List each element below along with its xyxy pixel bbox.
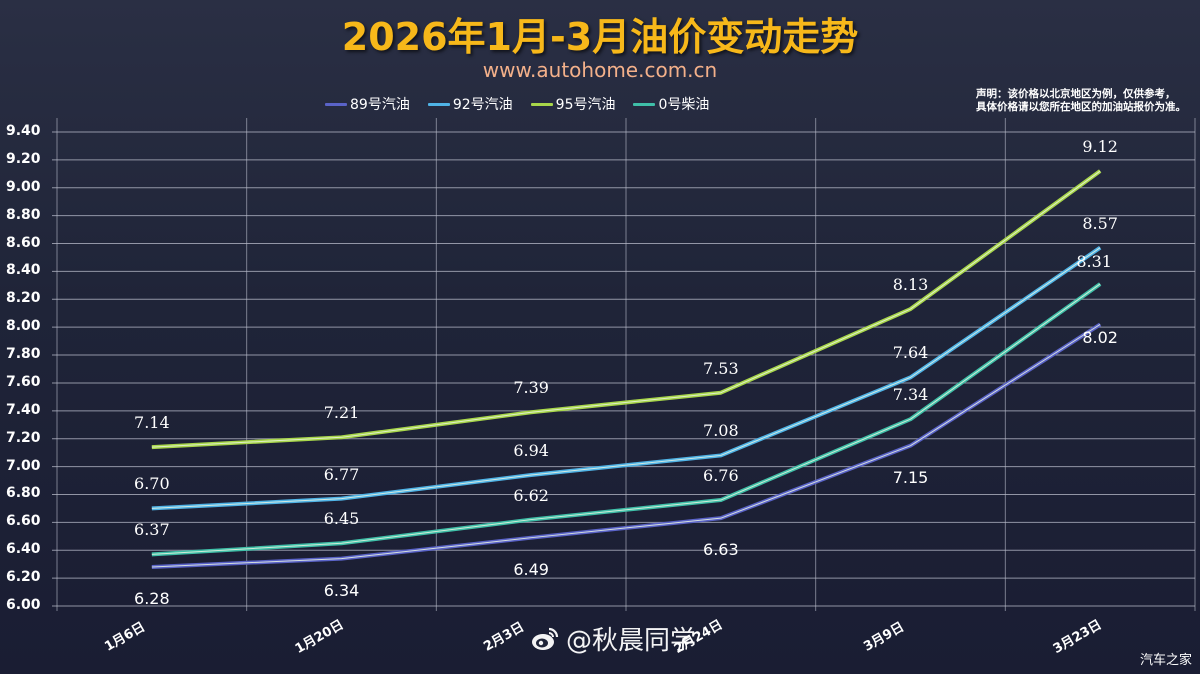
legend-label-92: 92号汽油 (452, 97, 513, 113)
legend-label-95: 95号汽油 (555, 97, 616, 113)
y-tick-label: 9.40 (6, 123, 41, 139)
y-tick-label: 7.60 (6, 373, 41, 390)
data-label: 6.70 (134, 474, 170, 494)
data-label: 9.12 (1082, 137, 1118, 157)
y-tick-label: 6.60 (6, 513, 41, 530)
y-tick-label: 6.20 (6, 569, 41, 586)
data-label: 7.14 (134, 413, 170, 433)
y-tick-label: 6.80 (6, 485, 41, 502)
y-tick-label: 9.20 (6, 150, 41, 167)
data-label: 6.76 (703, 466, 739, 486)
watermark: @秋晨同学 (530, 620, 696, 657)
y-tick-label: 8.00 (6, 318, 41, 335)
data-label: 6.28 (134, 588, 170, 608)
data-label: 6.63 (703, 540, 739, 560)
legend-item-89: 89号汽油 (325, 94, 410, 114)
legend-item-95: 95号汽油 (530, 94, 616, 114)
data-label: 7.21 (323, 403, 360, 423)
disclaimer-note: 声明：该价格以北京地区为例，仅供参考， 具体价格请以您所在地区的加油站报价为准。 (976, 88, 1186, 114)
y-tick-label: 7.00 (6, 457, 41, 474)
disclaimer-line-1: 声明：该价格以北京地区为例，仅供参考， (976, 88, 1176, 100)
weibo-icon (532, 627, 559, 650)
grid-lines (52, 118, 1196, 611)
data-label: 7.39 (513, 378, 549, 398)
data-label: 8.13 (892, 275, 929, 295)
chart-subtitle-url: www.autohome.com.cn (482, 58, 718, 82)
data-label: 7.34 (892, 385, 929, 405)
data-label: 8.57 (1082, 213, 1118, 233)
legend-swatch-92 (427, 102, 450, 106)
data-label: 6.37 (134, 520, 170, 540)
data-label: 6.34 (323, 580, 360, 600)
legend-label-diesel: 0号柴油 (658, 97, 710, 113)
data-label: 7.64 (892, 343, 929, 363)
data-label: 8.02 (1082, 328, 1118, 348)
legend-swatch-89 (325, 102, 347, 106)
legend-swatch-diesel (633, 102, 656, 106)
data-label: 6.62 (513, 485, 549, 505)
data-label: 6.45 (323, 509, 360, 529)
data-label: 6.94 (513, 440, 549, 460)
data-label: 7.08 (703, 421, 739, 441)
data-label: 6.49 (513, 559, 549, 579)
chart-legend: 89号汽油 92号汽油 95号汽油 0号柴油 (325, 94, 709, 114)
y-tick-label: 8.40 (6, 262, 41, 279)
legend-swatch-95 (530, 102, 553, 106)
y-tick-label: 6.00 (6, 597, 41, 613)
data-label: 7.53 (703, 358, 739, 378)
data-label: 6.77 (323, 464, 360, 484)
y-tick-label: 9.00 (6, 178, 41, 195)
brand-logo-text: 汽车之家 (1139, 653, 1192, 668)
chart-title: 2026年1月-3月油价变动走势 (341, 15, 859, 59)
y-tick-label: 7.80 (6, 346, 41, 363)
legend-label-89: 89号汽油 (350, 97, 410, 113)
y-tick-label: 6.40 (6, 541, 41, 558)
y-tick-label: 7.40 (6, 401, 41, 418)
legend-item-92: 92号汽油 (427, 94, 513, 114)
series-lines (151, 169, 1102, 569)
data-label: 7.15 (892, 467, 929, 487)
y-tick-label: 8.80 (6, 206, 41, 223)
y-tick-label: 8.60 (6, 234, 41, 251)
legend-item-diesel: 0号柴油 (633, 94, 709, 114)
disclaimer-line-2: 具体价格请以您所在地区的加油站报价为准。 (976, 101, 1186, 113)
y-tick-label: 7.20 (6, 429, 41, 446)
watermark-text: @秋晨同学 (566, 626, 697, 656)
data-label: 8.31 (1076, 251, 1112, 271)
y-tick-label: 8.20 (6, 290, 41, 307)
